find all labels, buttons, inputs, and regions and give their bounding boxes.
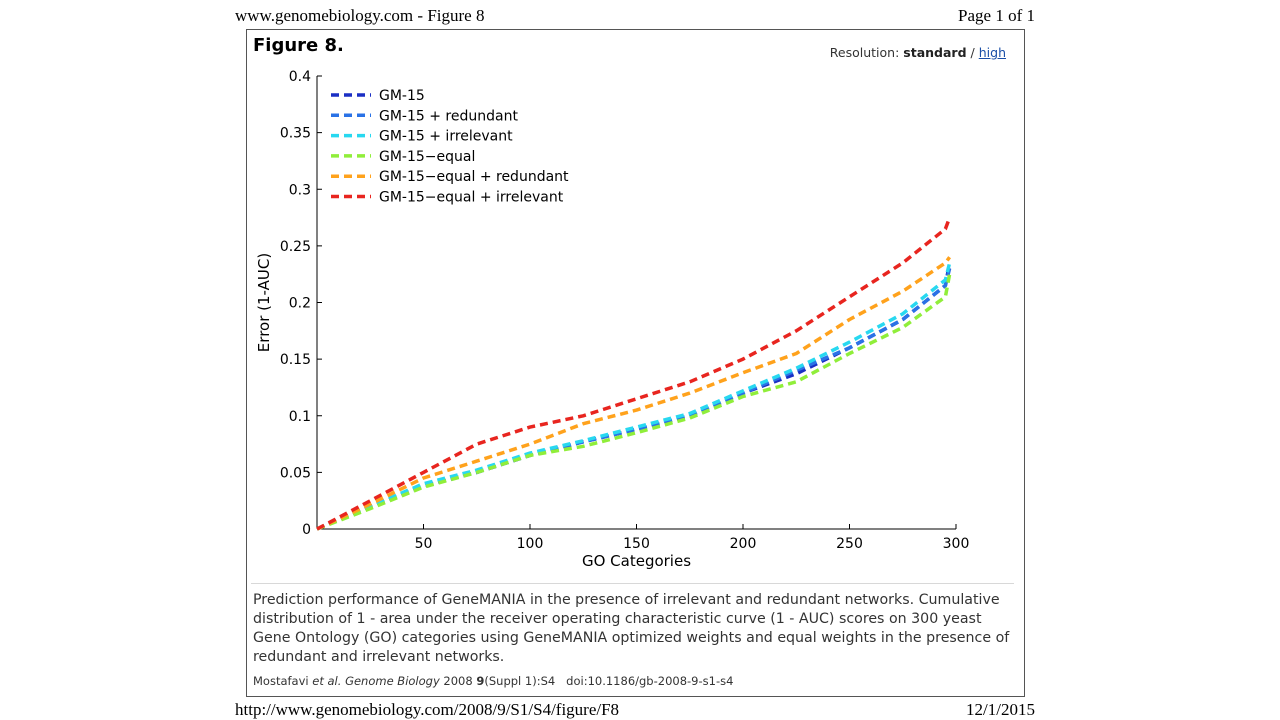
resolution-label: Resolution: (829, 45, 900, 60)
citation-issue: (Suppl 1):S4 (484, 674, 556, 688)
y-tick-label: 0.3 (289, 182, 311, 198)
citation-journal: Genome Biology (345, 674, 440, 688)
figure-caption: Prediction performance of GeneMANIA in t… (253, 592, 1010, 665)
y-axis-label: Error (1-AUC) (255, 253, 273, 352)
series-line (316, 262, 952, 531)
figure-citation: Mostafavi et al. Genome Biology 2008 9(S… (253, 674, 733, 688)
citation-year: 2008 (443, 674, 473, 688)
print-header-page: Page 1 of 1 (958, 6, 1035, 25)
x-tick-label: 50 (415, 536, 433, 552)
y-tick-label: 0.15 (280, 352, 311, 368)
citation-doi: doi:10.1186/gb-2008-9-s1-s4 (566, 674, 734, 688)
y-tick-label: 0.1 (289, 409, 311, 425)
chart-legend: GM-15 GM-15 + redundant GM-15 + irrelevant… (331, 88, 569, 206)
print-header: www.genomebiology.com - Figure 8 Page 1 … (235, 6, 1035, 26)
resolution-current: standard (903, 45, 967, 60)
resolution-selector: Resolution: standard / high (830, 45, 1006, 60)
x-tick-label: 150 (623, 536, 650, 552)
legend-label: GM-15−equal (379, 149, 475, 165)
citation-etal: et al. (312, 674, 342, 688)
citation-authors: Mostafavi (253, 674, 309, 688)
legend-label: GM-15 + redundant (379, 108, 518, 124)
line-chart: 0 0.05 0.1 0.15 0.2 0.25 0.3 0.35 0.4 50 100 150 200… (255, 69, 969, 570)
chart-lines (316, 216, 952, 531)
y-tick-label: 0.4 (289, 69, 311, 85)
legend-label: GM-15−equal + redundant (379, 169, 569, 185)
legend-label: GM-15 + irrelevant (379, 129, 513, 145)
x-tick-label: 300 (943, 536, 970, 552)
high-resolution-link[interactable]: high (978, 45, 1006, 60)
y-tick-label: 0.2 (289, 296, 311, 312)
series-line (316, 256, 952, 531)
x-tick-label: 250 (836, 536, 863, 552)
x-tick-label: 200 (730, 536, 757, 552)
y-tick-label: 0 (302, 522, 311, 538)
caption-divider (251, 583, 1014, 584)
citation-volume: 9 (476, 674, 485, 688)
series-line (316, 216, 952, 531)
y-tick-label: 0.25 (280, 239, 311, 255)
print-header-title: www.genomebiology.com - Figure 8 (235, 6, 485, 25)
series-line (316, 273, 952, 531)
print-footer-date: 12/1/2015 (966, 700, 1035, 719)
print-footer: http://www.genomebiology.com/2008/9/S1/S… (235, 700, 1035, 720)
y-tick-label: 0.35 (280, 126, 311, 142)
resolution-separator: / (970, 45, 975, 60)
y-tick-label: 0.05 (280, 465, 311, 481)
series-line (316, 262, 952, 531)
print-footer-url: http://www.genomebiology.com/2008/9/S1/S… (235, 700, 620, 719)
x-tick-label: 100 (517, 536, 544, 552)
legend-label: GM-15−equal + irrelevant (379, 190, 564, 206)
chart-axes: 0 0.05 0.1 0.15 0.2 0.25 0.3 0.35 0.4 50 100 150 200… (255, 69, 969, 570)
legend-label: GM-15 (379, 88, 425, 104)
x-axis-label: GO Categories (582, 552, 691, 570)
figure-title: Figure 8. (253, 35, 344, 56)
